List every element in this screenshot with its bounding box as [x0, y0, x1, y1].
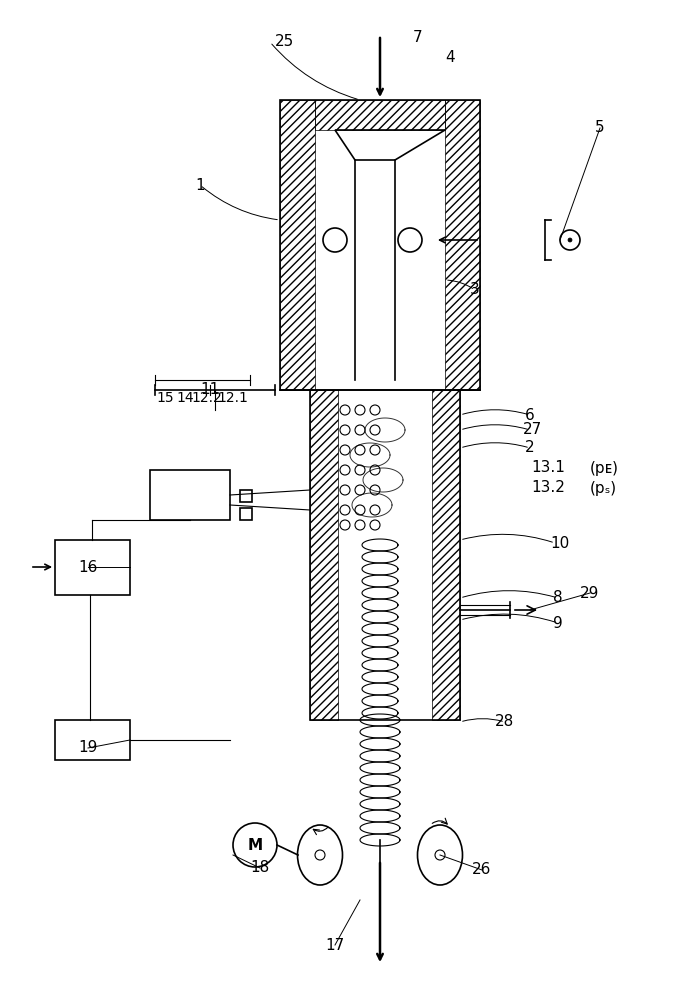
Text: 19: 19: [79, 740, 98, 756]
Text: 27: 27: [522, 422, 542, 438]
Text: 26: 26: [473, 862, 492, 878]
Circle shape: [370, 485, 380, 495]
Text: 28: 28: [495, 714, 514, 730]
Text: 8: 8: [553, 590, 563, 605]
Circle shape: [355, 520, 365, 530]
Text: 5: 5: [595, 120, 605, 135]
Circle shape: [233, 823, 277, 867]
Circle shape: [370, 520, 380, 530]
Text: 17: 17: [325, 938, 345, 952]
Circle shape: [340, 485, 350, 495]
Text: 12.1: 12.1: [218, 391, 249, 405]
Text: 7: 7: [413, 30, 423, 45]
Circle shape: [340, 505, 350, 515]
Circle shape: [398, 228, 422, 252]
Text: 18: 18: [251, 860, 270, 876]
Circle shape: [355, 425, 365, 435]
Circle shape: [355, 445, 365, 455]
Circle shape: [355, 485, 365, 495]
Text: 4: 4: [445, 50, 455, 66]
Text: 13.2: 13.2: [531, 481, 565, 495]
Text: 16: 16: [79, 560, 98, 574]
Circle shape: [435, 850, 445, 860]
Ellipse shape: [298, 825, 342, 885]
Circle shape: [355, 505, 365, 515]
Circle shape: [370, 405, 380, 415]
Text: 9: 9: [553, 615, 563, 631]
Text: 13.1: 13.1: [531, 460, 565, 476]
Circle shape: [355, 405, 365, 415]
Ellipse shape: [417, 825, 462, 885]
Circle shape: [315, 850, 325, 860]
Text: M: M: [247, 838, 262, 852]
Text: 2: 2: [525, 440, 535, 456]
Text: 14: 14: [176, 391, 194, 405]
Circle shape: [568, 238, 572, 242]
Circle shape: [355, 465, 365, 475]
Circle shape: [340, 465, 350, 475]
Circle shape: [370, 445, 380, 455]
Circle shape: [340, 405, 350, 415]
Circle shape: [340, 425, 350, 435]
Circle shape: [323, 228, 347, 252]
Circle shape: [560, 230, 580, 250]
Text: 10: 10: [550, 536, 570, 550]
Text: (pᴇ): (pᴇ): [590, 460, 619, 476]
Text: 15: 15: [156, 391, 173, 405]
Circle shape: [370, 505, 380, 515]
Text: (pₛ): (pₛ): [590, 481, 617, 495]
Text: 29: 29: [581, 585, 600, 600]
Text: 12.2: 12.2: [192, 391, 223, 405]
Text: 6: 6: [525, 408, 535, 422]
Circle shape: [340, 445, 350, 455]
Circle shape: [340, 520, 350, 530]
Text: 1: 1: [195, 178, 205, 192]
Text: 25: 25: [275, 34, 294, 49]
Circle shape: [370, 465, 380, 475]
Text: 3: 3: [470, 282, 480, 298]
Circle shape: [370, 425, 380, 435]
Text: 11: 11: [200, 382, 220, 397]
